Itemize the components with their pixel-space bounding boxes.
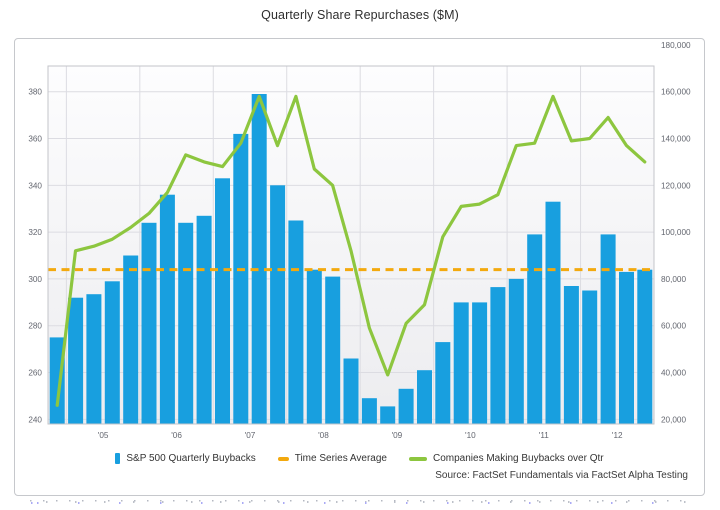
bar-Q405 — [123, 255, 139, 424]
bar-Q110 — [435, 342, 451, 424]
bar-Q210 — [453, 302, 469, 424]
right-axis-tick-label: 140,000 — [661, 135, 691, 144]
left-axis-tick-label: 280 — [28, 322, 42, 331]
left-axis-tick-label: 240 — [28, 415, 42, 424]
line-legend-marker-icon — [408, 456, 427, 461]
bar-Q109 — [361, 398, 377, 424]
companies-line — [55, 94, 647, 407]
x-axis-tick-label: '08 — [318, 431, 329, 440]
dash-legend-marker-icon — [277, 456, 289, 461]
bar-Q309 — [398, 388, 414, 424]
bar-Q410 — [490, 287, 506, 424]
x-axis-tick-label: '10 — [465, 431, 476, 440]
bar-Q411 — [563, 286, 579, 424]
right-axis-tick-label: 60,000 — [661, 322, 686, 331]
bar-Q211 — [527, 234, 543, 424]
right-axis-tick-label: 20,000 — [661, 415, 686, 424]
legend-item-label: Time Series Average — [294, 453, 387, 464]
right-axis-tick-label: 160,000 — [661, 88, 691, 97]
left-axis-tick-label: 360 — [28, 135, 42, 144]
x-axis-tick-label: '11 — [539, 431, 550, 440]
bar-Q310 — [472, 302, 488, 424]
bar-Q212 — [600, 234, 616, 424]
bar-Q408 — [343, 358, 359, 424]
left-axis-tick-label: 320 — [28, 228, 42, 237]
right-axis-tick-label: 40,000 — [661, 369, 686, 378]
bar-Q107 — [215, 178, 230, 424]
bar-Q108 — [288, 220, 304, 424]
chart-frame: 240 260 280 300 320 340 360 380 20,000 40,000 60,0… — [14, 38, 705, 496]
bar-Q409 — [417, 370, 432, 424]
legend-item-companies-making-buybacks-over-qtr: Companies Making Buybacks over Qtr — [408, 453, 604, 464]
legend-item-time-series-average: Time Series Average — [277, 453, 387, 464]
bar-Q312 — [619, 271, 634, 424]
plot-border — [47, 65, 655, 425]
bar-Q207 — [233, 133, 249, 424]
left-axis-tick-label: 340 — [28, 181, 42, 190]
bar-Q406 — [196, 215, 212, 424]
chart-title: Quarterly Share Repurchases ($M) — [261, 8, 459, 22]
bar-Q307 — [251, 94, 267, 424]
source-note: Source: FactSet Fundamentals via FactSet… — [435, 470, 688, 481]
x-axis-tick-label: '06 — [171, 431, 182, 440]
legend-item-s-p-500-quarterly-buybacks: S&P 500 Quarterly Buybacks — [115, 453, 256, 464]
x-axis-tick-label: '05 — [98, 431, 109, 440]
bar-Q412 — [637, 269, 653, 424]
bar-Q305 — [104, 281, 120, 424]
bar-Q311 — [545, 201, 561, 424]
bar-Q306 — [178, 222, 194, 424]
left-axis-tick-label: 380 — [28, 88, 42, 97]
bar-Q106 — [141, 222, 157, 424]
bars-series — [49, 94, 653, 424]
right-axis-tick-label: 80,000 — [661, 275, 686, 284]
axis-labels: 240 260 280 300 320 340 360 380 20,000 40,000 60,0… — [28, 41, 691, 440]
bar-Q308 — [325, 276, 341, 424]
left-axis-tick-label: 260 — [28, 369, 42, 378]
bar-Q209 — [380, 406, 396, 424]
x-axis-tick-label: '12 — [612, 431, 623, 440]
right-axis-tick-label: 180,000 — [661, 41, 691, 50]
bar-Q404 — [49, 337, 65, 424]
bar-Q105 — [68, 297, 84, 424]
bar-Q111 — [508, 278, 524, 424]
right-axis-tick-label: 120,000 — [661, 181, 691, 190]
x-axis-tick-label: '09 — [392, 431, 403, 440]
legend-item-label: S&P 500 Quarterly Buybacks — [126, 453, 256, 464]
legend: S&P 500 Quarterly Buybacks Time Series Av… — [15, 453, 704, 464]
bar-Q206 — [159, 194, 175, 424]
chart-canvas: 240 260 280 300 320 340 360 380 20,000 40,000 60,0… — [28, 41, 691, 440]
bar-Q112 — [582, 290, 598, 424]
x-axis-tick-label: '07 — [245, 431, 256, 440]
bottom-fine-print-strip — [30, 500, 692, 504]
bar-legend-marker-icon — [115, 453, 121, 464]
legend-item-label: Companies Making Buybacks over Qtr — [432, 453, 604, 464]
right-axis-tick-label: 100,000 — [661, 228, 691, 237]
bar-Q205 — [86, 294, 102, 424]
left-axis-tick-label: 300 — [28, 275, 42, 284]
bar-Q208 — [306, 269, 322, 424]
bar-Q407 — [270, 185, 286, 424]
